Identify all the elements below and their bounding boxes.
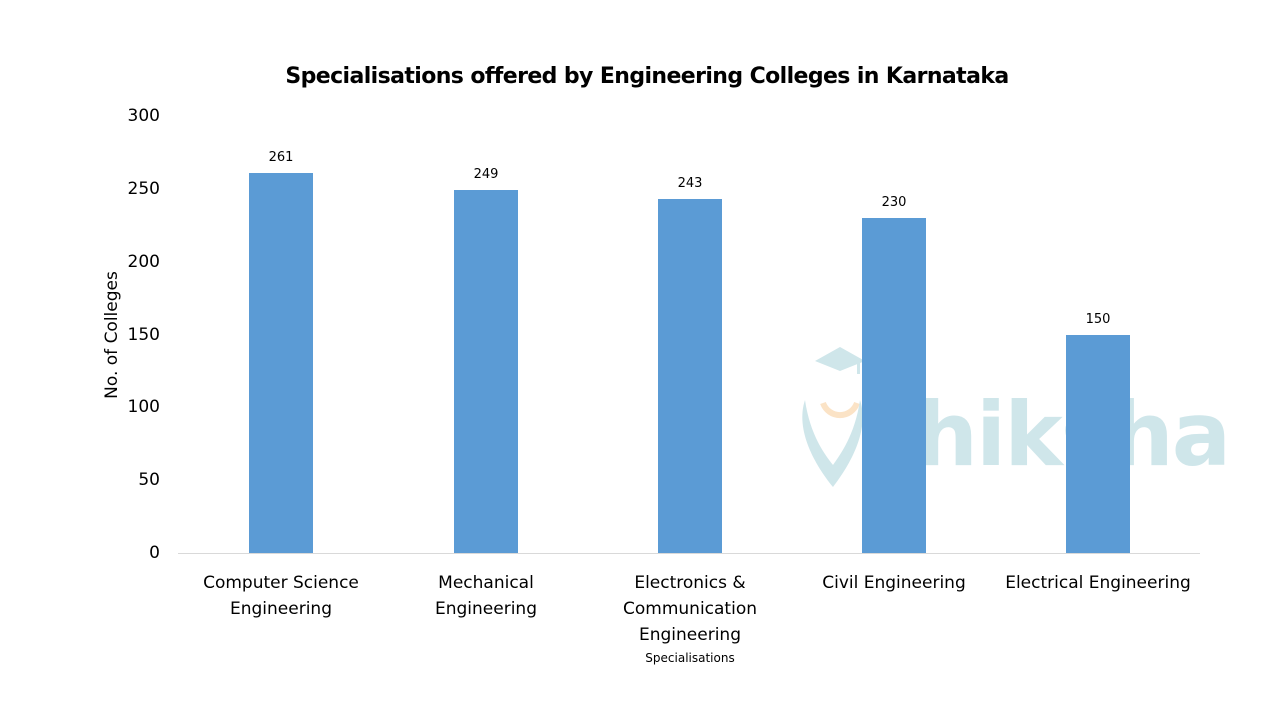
watermark: shiksha xyxy=(795,345,1231,495)
bar xyxy=(249,172,313,553)
bar-value-label: 249 xyxy=(473,167,499,183)
bar-value-label: 261 xyxy=(268,149,294,165)
graduate-logo-icon xyxy=(802,347,865,487)
x-axis-line xyxy=(178,553,1200,554)
y-tick-label: 50 xyxy=(138,470,160,491)
x-category-label: Civil Engineering xyxy=(822,573,966,593)
bar xyxy=(1066,334,1130,553)
x-axis-label: Specialisations xyxy=(645,651,735,665)
bar xyxy=(454,190,518,553)
x-category-label: Mechanical Engineering xyxy=(435,573,537,619)
x-category-label: Electronics & Communication Engineering xyxy=(623,573,757,645)
chart-title: Specialisations offered by Engineering C… xyxy=(285,64,1009,89)
y-tick-label: 100 xyxy=(127,397,160,418)
y-tick-label: 0 xyxy=(149,543,160,563)
x-category-label: Computer Science Engineering xyxy=(203,573,359,619)
y-tick-label: 250 xyxy=(127,178,160,199)
y-tick-label: 200 xyxy=(127,251,160,272)
bar-value-label: 230 xyxy=(881,194,907,210)
y-tick-label: 150 xyxy=(127,324,160,345)
bar xyxy=(658,199,722,553)
watermark-text: shiksha xyxy=(865,383,1231,486)
bar-value-label: 243 xyxy=(677,176,703,192)
x-category-label: Electrical Engineering xyxy=(1005,573,1191,593)
y-tick-label: 300 xyxy=(127,106,160,126)
bar xyxy=(862,217,926,553)
bar-value-label: 150 xyxy=(1085,311,1111,327)
